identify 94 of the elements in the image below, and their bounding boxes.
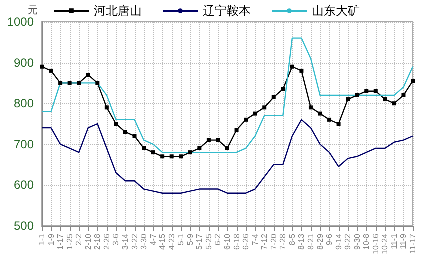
point (123, 130, 128, 134)
x-tick-label: 5-9 (186, 233, 195, 246)
x-tick-label: 4-15 (158, 233, 168, 250)
x-tick-label: 7-4 (250, 233, 260, 246)
point (114, 122, 118, 126)
point (132, 134, 137, 138)
point (170, 154, 174, 159)
legend-label: 辽宁鞍本 (203, 4, 251, 18)
x-tick-label: 4-23 (167, 233, 176, 250)
legend-label: 山东大矿 (312, 4, 360, 18)
point (383, 98, 388, 102)
point (142, 146, 146, 150)
x-tick-label: 2-26 (102, 233, 112, 250)
line-series (41, 119, 414, 194)
point (244, 118, 248, 122)
point (318, 112, 322, 116)
x-tick-label: 11-1 (390, 233, 399, 250)
y-tick-label: 700 (14, 137, 34, 152)
x-tick-label: 3-14 (120, 233, 130, 250)
x-tick-label: 6-2 (214, 233, 223, 246)
point (226, 146, 230, 150)
x-tick-label: 1-9 (46, 233, 56, 246)
point (281, 87, 286, 92)
y-tick-label: 800 (14, 96, 34, 111)
x-tick-label: 5-25 (204, 233, 214, 250)
x-tick-label: 7-28 (278, 233, 288, 250)
x-tick-label: 7-12 (260, 233, 270, 250)
x-tick-label: 10-16 (371, 233, 380, 254)
y-tick-label: 600 (14, 178, 34, 192)
x-tick-label: 5-17 (195, 233, 204, 250)
x-tick-label: 2-18 (93, 233, 102, 250)
x-tick-label: 9-22 (344, 233, 353, 250)
y-axis-title: 元 (28, 6, 38, 16)
point (198, 146, 202, 150)
x-tick-label: 8-13 (297, 233, 306, 250)
x-tick-label: 3-22 (130, 233, 140, 250)
point (96, 81, 100, 86)
point (392, 102, 396, 106)
point (151, 150, 156, 155)
x-tick-label: 4-7 (148, 233, 158, 246)
x-tick-label: 7-20 (269, 233, 278, 250)
x-tick-label: 11-17 (408, 233, 418, 254)
point (402, 93, 406, 98)
legend-label: 河北唐山 (94, 4, 142, 18)
point (272, 95, 276, 100)
y-tick-label: 1000 (7, 15, 34, 29)
x-tick-label: 5-1 (176, 233, 186, 246)
line-series (41, 38, 414, 154)
point (179, 154, 184, 159)
x-tick-label: 8-29 (316, 233, 325, 250)
x-tick-label: 8-5 (288, 233, 297, 246)
x-tick-label: 2-2 (74, 233, 84, 246)
point (104, 106, 109, 110)
x-tick-label: 1-17 (56, 233, 66, 250)
x-tick-label: 9-30 (352, 233, 362, 250)
x-tick-label: 11-9 (399, 233, 408, 250)
point (216, 138, 220, 142)
point (77, 81, 82, 86)
point (253, 112, 258, 116)
x-tick-label: 6-18 (232, 233, 242, 250)
point (290, 64, 294, 69)
point (308, 106, 313, 110)
x-tick-label: 10-24 (380, 233, 390, 254)
point (58, 81, 63, 86)
point (300, 68, 304, 73)
y-tick-label: 500 (14, 219, 34, 233)
x-tick-label: 6-10 (223, 233, 232, 250)
point (262, 106, 267, 110)
point (355, 93, 360, 98)
x-tick-label: 8-21 (306, 233, 316, 250)
point (234, 128, 239, 132)
x-tick-label: 1-1 (38, 233, 46, 246)
point (328, 118, 332, 122)
point (49, 68, 54, 73)
point (336, 122, 341, 126)
point (68, 81, 72, 86)
point (411, 79, 415, 84)
point (160, 154, 165, 159)
y-tick-label: 900 (14, 56, 34, 70)
x-tick-label: 10-8 (362, 233, 372, 250)
point (374, 89, 378, 94)
x-tick-label: 9-14 (334, 233, 344, 250)
x-tick-label: 1-25 (65, 233, 74, 250)
point (188, 150, 192, 155)
point (86, 73, 90, 78)
x-tick-label: 2-10 (84, 233, 93, 250)
point (346, 98, 350, 102)
x-tick-label: 3-30 (140, 233, 149, 250)
x-tick-label: 3-6 (112, 233, 121, 246)
point (40, 64, 44, 69)
x-tick-label: 9-6 (325, 233, 334, 246)
point (206, 138, 211, 142)
point (364, 89, 369, 94)
x-tick-label: 6-26 (242, 233, 251, 250)
